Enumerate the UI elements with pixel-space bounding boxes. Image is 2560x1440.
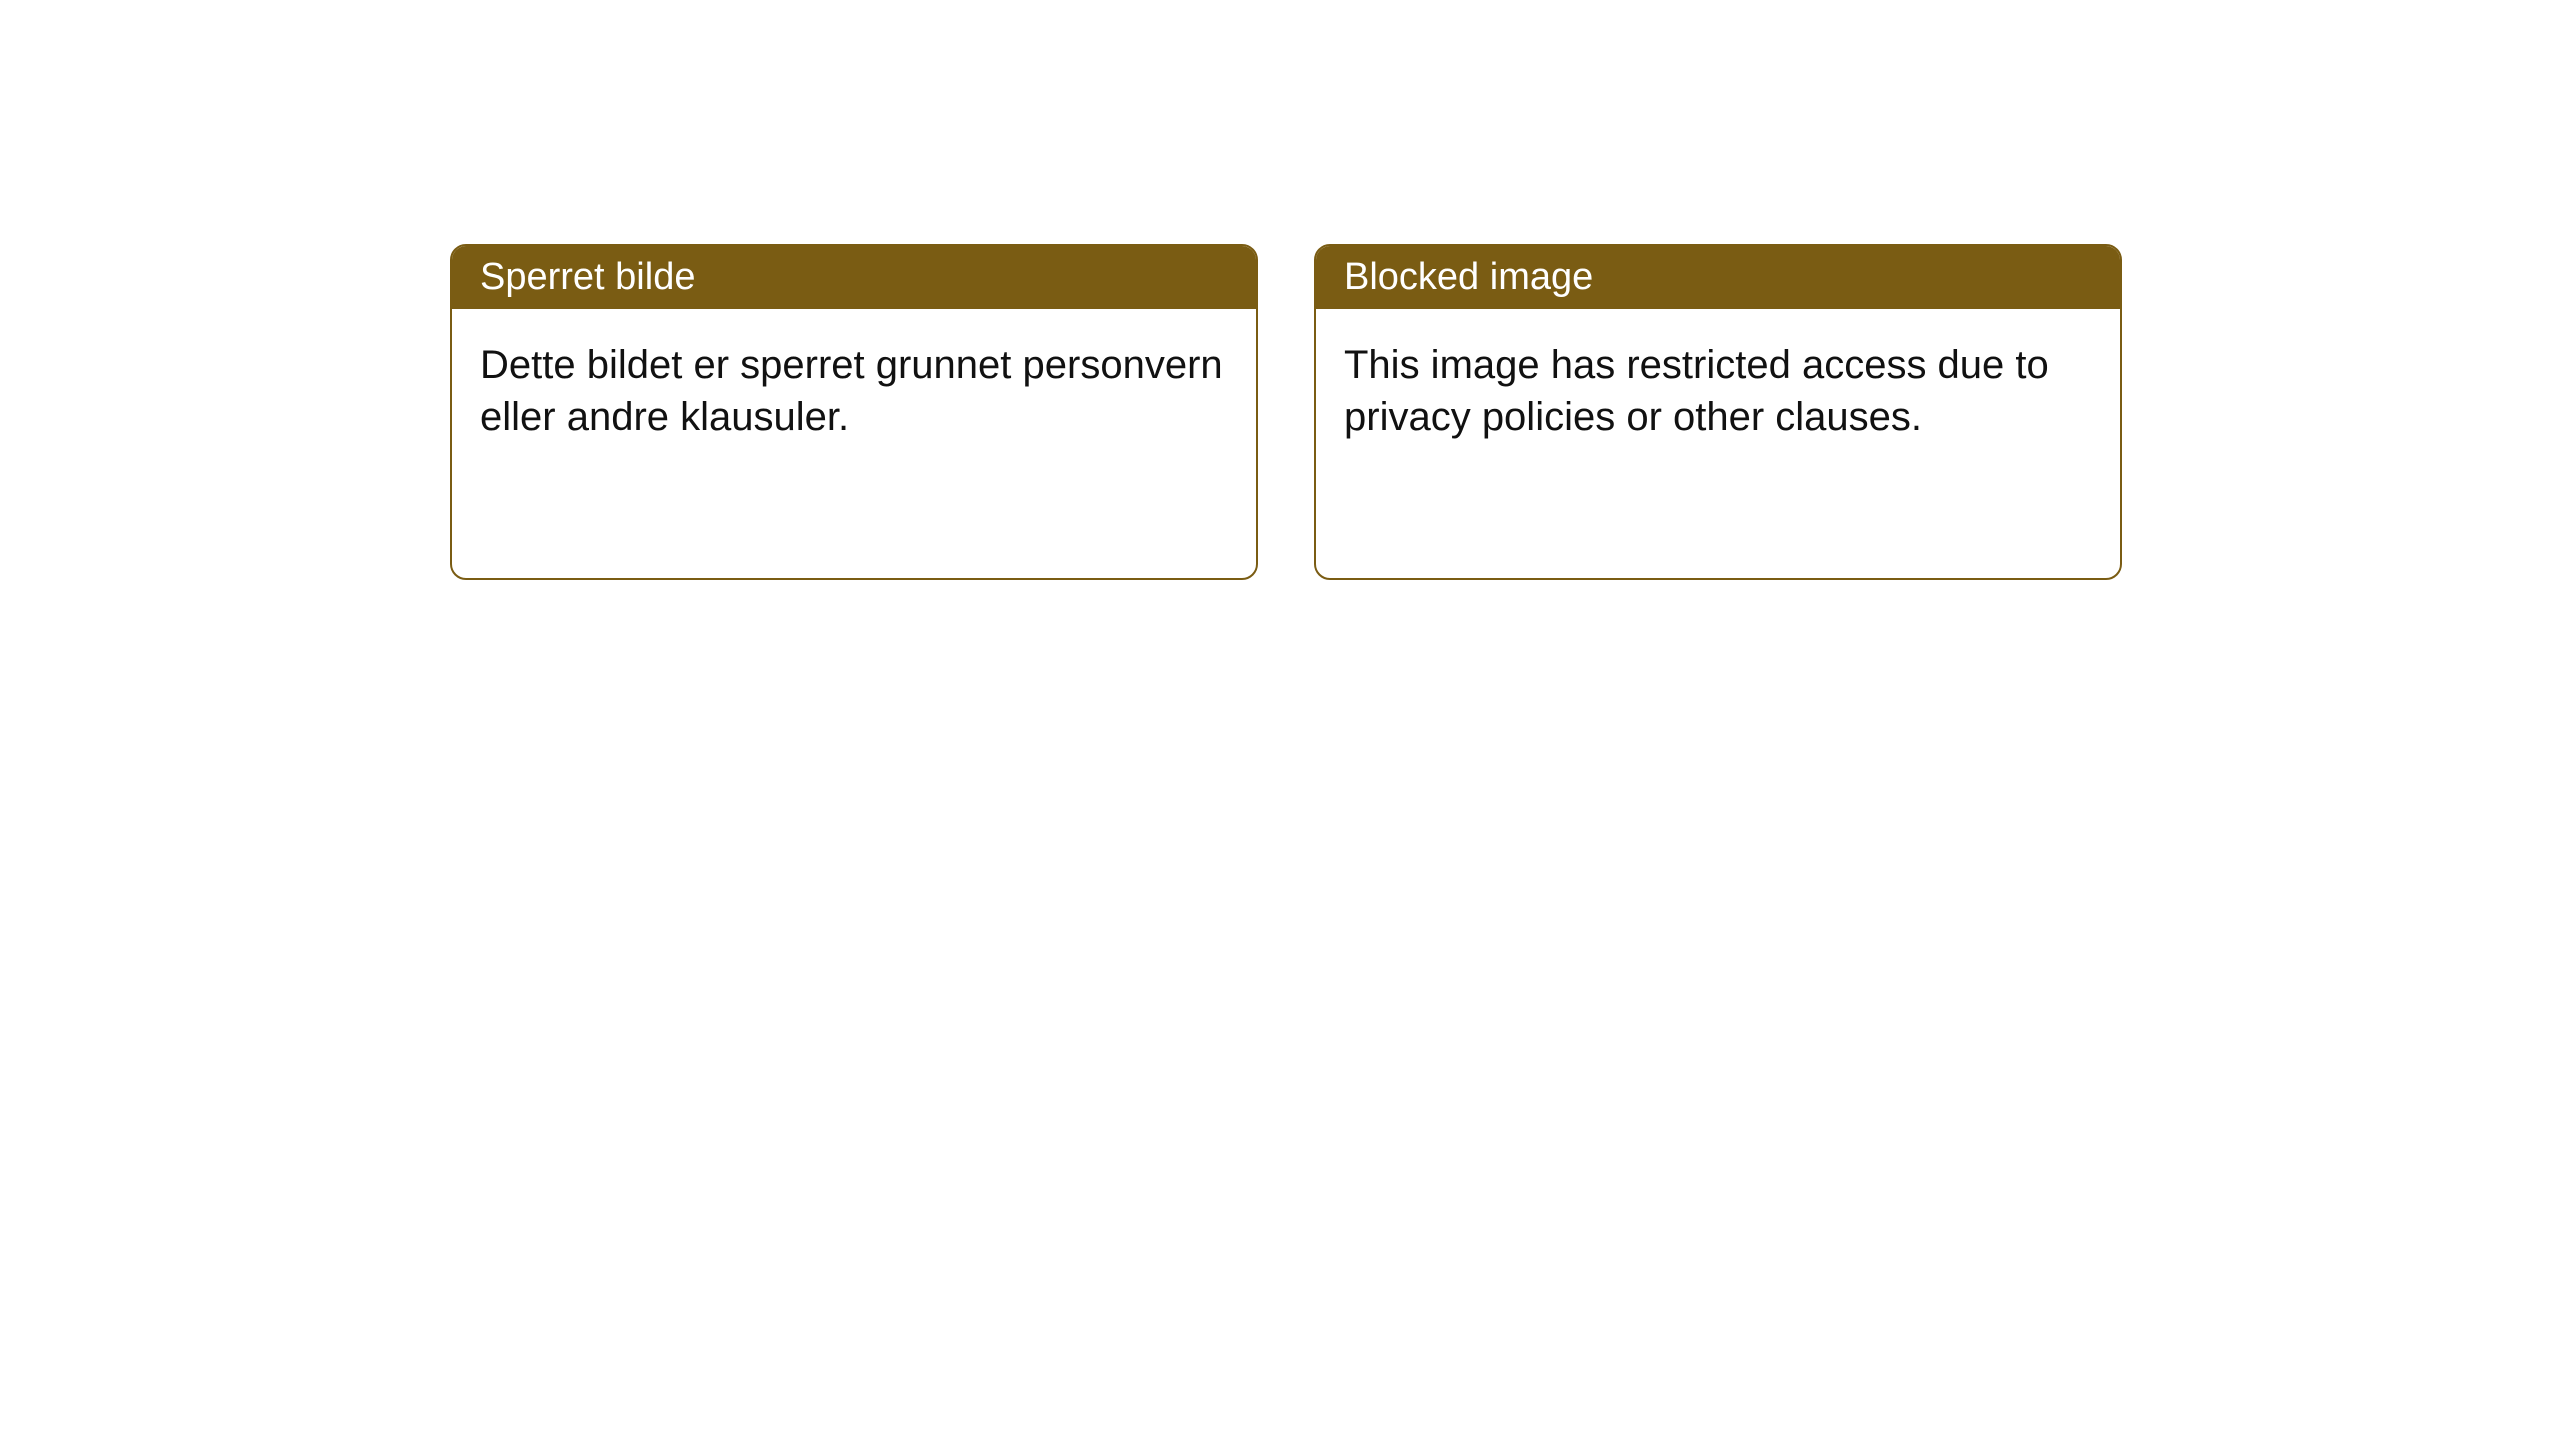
notice-body: This image has restricted access due to …: [1316, 309, 2120, 473]
notice-box-english: Blocked image This image has restricted …: [1314, 244, 2122, 580]
notice-title: Sperret bilde: [452, 246, 1256, 309]
notice-box-norwegian: Sperret bilde Dette bildet er sperret gr…: [450, 244, 1258, 580]
notice-body: Dette bildet er sperret grunnet personve…: [452, 309, 1256, 473]
notice-container: Sperret bilde Dette bildet er sperret gr…: [0, 0, 2560, 580]
notice-title: Blocked image: [1316, 246, 2120, 309]
